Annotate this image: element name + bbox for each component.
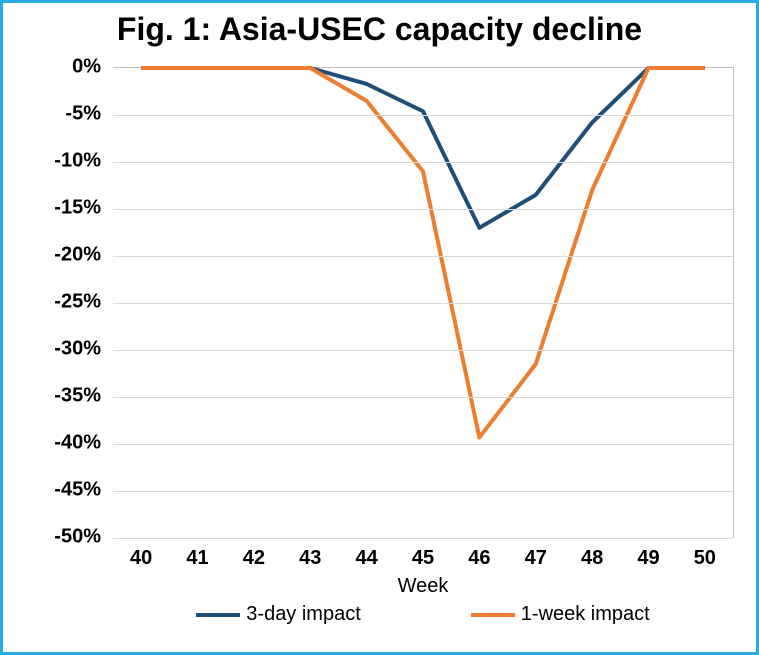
gridline bbox=[113, 209, 733, 210]
y-tick-label: -15% bbox=[3, 197, 101, 220]
gridline bbox=[113, 397, 733, 398]
y-tick-label: -45% bbox=[3, 479, 101, 502]
y-tick-label: -10% bbox=[3, 150, 101, 173]
legend-label-1week: 1-week impact bbox=[521, 603, 650, 626]
legend-swatch-1week bbox=[471, 613, 515, 617]
chart-title: Fig. 1: Asia-USEC capacity decline bbox=[3, 11, 756, 48]
x-tick-label: 44 bbox=[356, 547, 378, 570]
gridline bbox=[113, 491, 733, 492]
series-line-1week bbox=[141, 68, 705, 437]
gridline bbox=[113, 162, 733, 163]
chart-frame: Fig. 1: Asia-USEC capacity decline Week … bbox=[0, 0, 759, 655]
y-tick-label: -40% bbox=[3, 432, 101, 455]
x-tick-label: 49 bbox=[637, 547, 659, 570]
x-tick-label: 45 bbox=[412, 547, 434, 570]
x-tick-label: 47 bbox=[525, 547, 547, 570]
gridline bbox=[113, 538, 733, 539]
legend: 3-day impact 1-week impact bbox=[113, 603, 733, 626]
y-tick-label: -20% bbox=[3, 244, 101, 267]
x-tick-label: 42 bbox=[243, 547, 265, 570]
legend-item-3day: 3-day impact bbox=[196, 603, 361, 626]
x-tick-label: 48 bbox=[581, 547, 603, 570]
x-tick-label: 50 bbox=[694, 547, 716, 570]
series-line-3day bbox=[141, 68, 705, 228]
y-tick-label: -35% bbox=[3, 385, 101, 408]
gridline bbox=[113, 303, 733, 304]
y-tick-label: 0% bbox=[3, 56, 101, 79]
gridline bbox=[113, 444, 733, 445]
y-tick-label: -30% bbox=[3, 338, 101, 361]
y-tick-label: -50% bbox=[3, 526, 101, 549]
x-tick-label: 40 bbox=[130, 547, 152, 570]
legend-label-3day: 3-day impact bbox=[246, 603, 361, 626]
x-tick-label: 41 bbox=[186, 547, 208, 570]
gridline bbox=[113, 115, 733, 116]
x-tick-label: 43 bbox=[299, 547, 321, 570]
y-tick-label: -5% bbox=[3, 103, 101, 126]
gridline bbox=[113, 350, 733, 351]
x-axis-title: Week bbox=[113, 575, 733, 598]
legend-item-1week: 1-week impact bbox=[471, 603, 650, 626]
gridline bbox=[113, 256, 733, 257]
plot-area bbox=[113, 67, 734, 538]
x-tick-label: 46 bbox=[468, 547, 490, 570]
legend-swatch-3day bbox=[196, 613, 240, 617]
y-tick-label: -25% bbox=[3, 291, 101, 314]
